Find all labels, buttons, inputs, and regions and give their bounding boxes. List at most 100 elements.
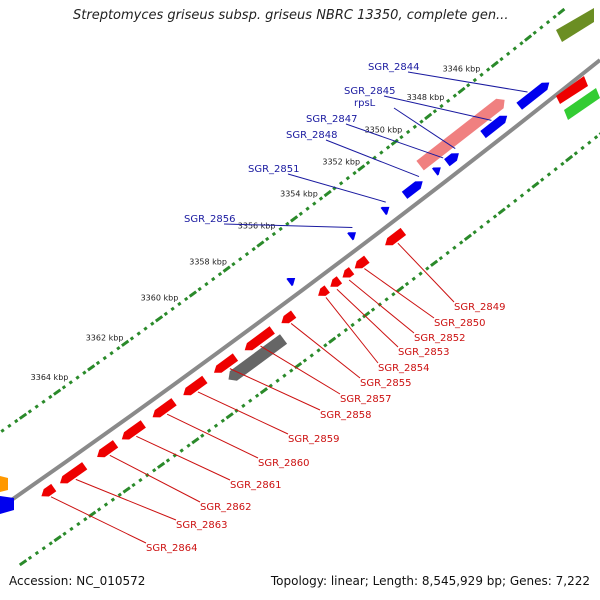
bottom-gene-label[interactable]: SGR_2854 xyxy=(378,363,430,374)
inner-track-dot xyxy=(69,526,74,532)
minus-strand-gene-arrow[interactable] xyxy=(121,420,146,440)
top-gene-label[interactable]: rpsL xyxy=(354,98,376,109)
minus-strand-gene-arrow[interactable] xyxy=(60,462,88,484)
inner-track-dot xyxy=(282,373,287,378)
outer-track-dot xyxy=(365,160,371,165)
plus-strand-gene-arrow[interactable] xyxy=(516,82,550,110)
outer-track-dot xyxy=(312,201,317,206)
green-track-block[interactable] xyxy=(564,88,600,120)
top-gene-label[interactable]: SGR_2847 xyxy=(306,114,358,125)
outer-track-dot xyxy=(539,25,544,30)
top-label-leader xyxy=(223,223,353,228)
inner-track-dot xyxy=(418,271,423,276)
minus-strand-gene-arrow[interactable] xyxy=(41,483,57,497)
inner-track-dot xyxy=(220,418,226,423)
top-label-leader xyxy=(383,95,492,121)
top-gene-label[interactable]: SGR_2851 xyxy=(248,164,300,175)
minus-strand-gene-arrow[interactable] xyxy=(385,227,407,246)
bottom-gene-label[interactable]: SGR_2858 xyxy=(320,410,372,421)
bottom-label-leader xyxy=(348,279,415,334)
inner-track-dot xyxy=(122,486,131,494)
minus-strand-gene-arrow[interactable] xyxy=(342,267,355,278)
plus-strand-gene-arrow[interactable] xyxy=(401,181,423,199)
minus-strand-gene-arrow[interactable] xyxy=(281,310,297,324)
minus-strand-gene-arrow[interactable] xyxy=(354,255,370,269)
outer-track-dot xyxy=(524,34,533,42)
inner-track-dot xyxy=(34,550,40,556)
bottom-gene-labels: SGR_2849 SGR_2850 SGR_2852 SGR_2853 SGR_2854… xyxy=(50,242,506,554)
inner-track-dot xyxy=(117,492,122,497)
inner-track-dot xyxy=(323,343,328,348)
outer-track-dot xyxy=(61,385,67,390)
minus-strand-gene-arrow[interactable] xyxy=(214,353,239,373)
orange-track-block[interactable] xyxy=(0,476,8,492)
inner-track-dot xyxy=(165,458,171,463)
inner-track-dot xyxy=(152,468,157,473)
right-edge-minus-gene[interactable] xyxy=(556,76,588,104)
bottom-gene-label[interactable]: SGR_2861 xyxy=(230,480,282,491)
outer-track-dot xyxy=(390,138,399,146)
inner-track-dot xyxy=(492,214,498,219)
outer-track-dot xyxy=(479,72,484,77)
outer-track-dot xyxy=(34,404,39,409)
inner-track-dot xyxy=(362,311,371,319)
left-edge-plus-gene[interactable] xyxy=(0,496,14,514)
inner-track-dot xyxy=(519,193,525,198)
inner-track-dot xyxy=(138,477,143,483)
outer-track-dot xyxy=(102,355,107,361)
rna-feature-block[interactable] xyxy=(416,98,505,171)
inner-track-dot xyxy=(565,154,574,163)
minus-strand-gene-arrow[interactable] xyxy=(97,440,119,458)
top-gene-label[interactable]: SGR_2856 xyxy=(184,214,236,225)
outer-track-dot xyxy=(251,246,256,252)
minus-strand-gene-arrow[interactable] xyxy=(244,326,275,351)
inner-track-dot xyxy=(213,423,219,428)
bottom-gene-label[interactable]: SGR_2852 xyxy=(414,333,466,344)
inner-track-dot xyxy=(396,285,405,293)
bottom-label-leader xyxy=(109,454,201,503)
bottom-gene-label[interactable]: SGR_2862 xyxy=(200,502,252,513)
minus-strand-gene-arrow[interactable] xyxy=(183,375,208,396)
minus-strand-gene-arrow[interactable] xyxy=(318,285,330,296)
plus-strand-gene-arrow[interactable] xyxy=(432,167,441,176)
outer-track-dot xyxy=(557,7,566,16)
minus-strand-gene-arrow[interactable] xyxy=(330,276,343,287)
olive-track-block[interactable] xyxy=(556,8,594,42)
bottom-label-leader xyxy=(197,391,289,435)
outer-track-dot xyxy=(419,119,424,124)
bottom-gene-label[interactable]: SGR_2859 xyxy=(288,434,340,445)
bottom-gene-label[interactable]: SGR_2863 xyxy=(176,520,228,531)
bottom-label-leader xyxy=(229,368,321,411)
plus-strand-gene-arrow[interactable] xyxy=(480,115,508,139)
outer-track-dot xyxy=(264,236,270,242)
bottom-gene-label[interactable]: SGR_2855 xyxy=(360,378,412,389)
pseudo-feature-block[interactable] xyxy=(228,334,288,381)
outer-track-dot xyxy=(53,388,62,396)
plus-strand-gene-arrow[interactable] xyxy=(380,206,390,216)
bottom-gene-label[interactable]: SGR_2853 xyxy=(398,347,450,358)
inner-track-dot xyxy=(438,255,444,261)
top-gene-label[interactable]: SGR_2845 xyxy=(344,86,396,97)
top-gene-label[interactable]: SGR_2848 xyxy=(286,130,338,141)
inner-track-dot xyxy=(259,387,269,395)
scale-tick-label: 3354 kbp xyxy=(280,190,318,199)
minus-strand-gene-arrow[interactable] xyxy=(152,398,177,418)
inner-track-dot xyxy=(343,327,348,333)
bottom-gene-label[interactable]: SGR_2864 xyxy=(146,543,198,554)
plus-strand-gene-arrow[interactable] xyxy=(286,278,296,287)
bottom-gene-label[interactable]: SGR_2849 xyxy=(454,302,506,313)
scale-tick-label: 3356 kbp xyxy=(238,222,276,231)
outer-track-dot xyxy=(545,20,551,25)
outer-track-dot xyxy=(457,86,466,95)
plus-strand-gene-arrow[interactable] xyxy=(444,153,459,167)
bottom-gene-label[interactable]: SGR_2850 xyxy=(434,318,486,329)
top-gene-label[interactable]: SGR_2844 xyxy=(368,62,420,73)
bottom-label-leader xyxy=(136,435,231,481)
plus-strand-gene-arrow[interactable] xyxy=(347,232,356,241)
bottom-gene-label[interactable]: SGR_2860 xyxy=(258,458,310,469)
inner-track-dot xyxy=(83,517,88,522)
bottom-gene-label[interactable]: SGR_2857 xyxy=(340,394,392,405)
outer-track-dot xyxy=(439,103,444,109)
outer-track-dot xyxy=(0,428,5,433)
